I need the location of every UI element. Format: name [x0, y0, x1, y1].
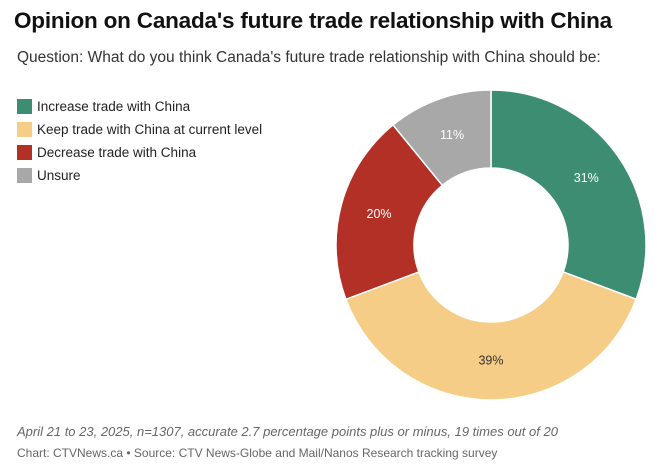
slice-label-decrease: 20% [367, 207, 392, 221]
source-credit: Chart: CTVNews.ca • Source: CTV News-Glo… [17, 446, 498, 460]
legend-item-decrease: Decrease trade with China [17, 141, 262, 164]
slice-unsure [391, 89, 492, 187]
legend-label-decrease: Decrease trade with China [37, 145, 197, 160]
donut-chart: 31% 39% 20% 11% [335, 89, 647, 401]
legend-item-unsure: Unsure [17, 164, 262, 187]
slice-label-increase: 31% [574, 171, 599, 185]
chart-subtitle: Question: What do you think Canada's fut… [17, 49, 601, 66]
slice-keep [344, 270, 638, 401]
legend-swatch-increase [17, 99, 32, 114]
legend-swatch-keep [17, 122, 32, 137]
legend-label-unsure: Unsure [37, 168, 81, 183]
slice-label-unsure: 11% [440, 128, 464, 142]
legend-swatch-unsure [17, 168, 32, 183]
chart-title: Opinion on Canada's future trade relatio… [14, 8, 612, 33]
slice-decrease [335, 123, 444, 301]
legend-item-increase: Increase trade with China [17, 95, 262, 118]
survey-note: April 21 to 23, 2025, n=1307, accurate 2… [17, 424, 558, 439]
legend-label-increase: Increase trade with China [37, 99, 191, 114]
slice-label-keep: 39% [478, 353, 503, 367]
legend: Increase trade with China Keep trade wit… [17, 95, 262, 187]
legend-label-keep: Keep trade with China at current level [37, 122, 263, 137]
legend-swatch-decrease [17, 145, 32, 160]
legend-item-keep: Keep trade with China at current level [17, 118, 262, 141]
slice-increase [490, 89, 647, 301]
